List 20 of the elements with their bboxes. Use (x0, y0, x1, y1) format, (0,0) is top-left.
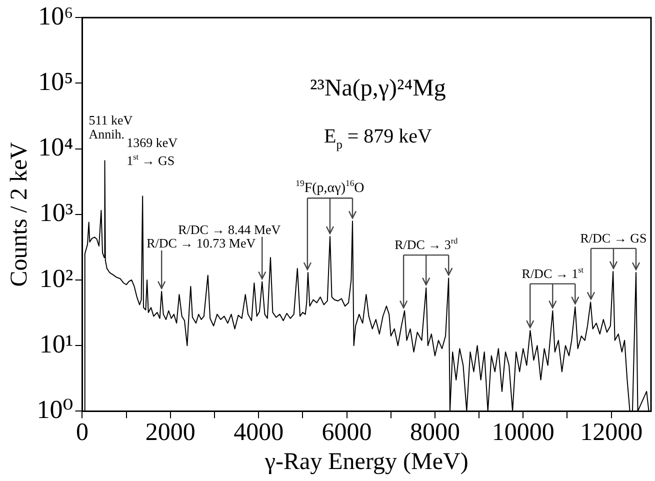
x-tick-label: 8000 (410, 418, 460, 446)
y-tick-label: 10¹ (39, 329, 74, 358)
text: ²³Na(p,γ)²⁴Mg (310, 76, 446, 102)
x-tick-label: 12000 (580, 418, 643, 446)
annotation: R/DC → GS (580, 230, 647, 246)
y-tick-label: 10⁵ (38, 67, 74, 96)
y-tick-label: 10³ (39, 198, 74, 228)
y-tick-label: 10⁰ (36, 395, 74, 424)
x-tick-label: 2000 (145, 418, 196, 446)
y-axis-title: Counts / 2 keV (6, 141, 33, 287)
annotation: R/DC → 8.44 MeV (178, 222, 282, 237)
x-tick-label: 0 (76, 418, 88, 446)
y-tick-label: 10² (39, 264, 74, 293)
y-tick-label: 10⁶ (38, 1, 74, 30)
x-axis-title: γ-Ray Energy (MeV) (264, 448, 468, 475)
annotation: R/DC → 10.73 MeV (146, 235, 256, 250)
x-tick-label: 4000 (234, 418, 284, 446)
x-tick-label: 10000 (492, 418, 554, 446)
y-tick-label: 10⁴ (38, 132, 74, 162)
x-tick-label: 6000 (322, 418, 372, 446)
